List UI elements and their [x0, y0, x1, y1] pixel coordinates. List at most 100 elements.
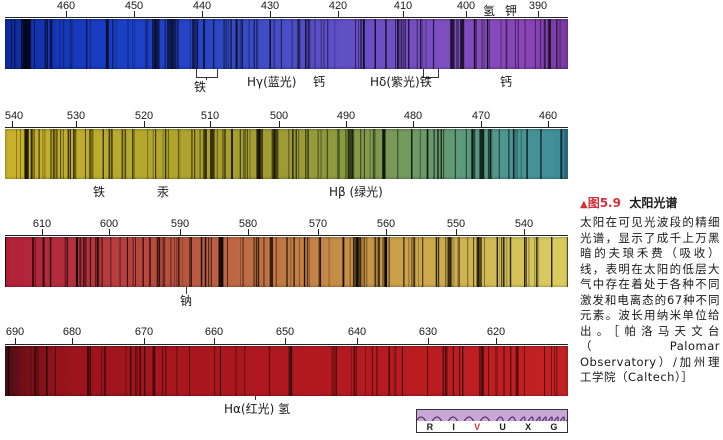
- element-label: Hγ(蓝光): [247, 75, 297, 89]
- absorption-line: [353, 237, 355, 287]
- absorption-line: [445, 237, 447, 287]
- element-label-top: 钾: [505, 4, 518, 18]
- absorption-line: [554, 346, 555, 396]
- rivuxg-letter: I: [452, 421, 455, 432]
- absorption-line: [167, 129, 169, 179]
- absorption-line: [537, 237, 539, 287]
- absorption-line: [280, 19, 282, 69]
- absorption-line: [291, 19, 293, 69]
- absorption-line: [397, 19, 399, 69]
- absorption-line: [223, 19, 225, 69]
- absorption-line: [350, 346, 352, 396]
- element-label: 钙: [313, 75, 326, 89]
- absorption-line: [222, 237, 224, 287]
- absorption-line: [365, 346, 366, 396]
- absorption-line: [286, 237, 288, 287]
- absorption-line: [55, 129, 57, 179]
- rivuxg-letter: U: [499, 421, 506, 432]
- absorption-line: [275, 237, 277, 287]
- figure-number: 图5.9: [587, 196, 621, 210]
- absorption-line: [364, 237, 366, 287]
- absorption-line: [453, 346, 454, 396]
- absorption-line: [517, 129, 518, 179]
- tick-label: 620: [486, 326, 506, 338]
- absorption-line: [23, 19, 25, 69]
- absorption-line: [240, 237, 241, 287]
- absorption-line: [7, 346, 10, 396]
- absorption-line: [155, 129, 157, 179]
- absorption-line: [27, 19, 30, 69]
- absorption-line: [293, 237, 295, 287]
- absorption-line: [227, 19, 229, 69]
- spectrum-strip: [5, 346, 568, 396]
- absorption-line: [360, 129, 362, 179]
- spectrum-strip: [5, 129, 568, 179]
- absorption-line: [290, 346, 293, 396]
- absorption-line: [524, 19, 526, 69]
- absorption-line: [483, 19, 485, 69]
- absorption-line: [382, 237, 386, 287]
- tick-label: 660: [204, 326, 224, 338]
- absorption-line: [27, 19, 28, 69]
- absorption-line: [388, 237, 390, 287]
- absorption-line: [462, 346, 464, 396]
- absorption-line: [360, 237, 361, 287]
- absorption-line: [386, 237, 387, 287]
- absorption-line: [25, 19, 26, 69]
- absorption-line: [374, 19, 376, 69]
- absorption-line: [352, 129, 354, 179]
- absorption-line: [60, 129, 62, 179]
- absorption-line: [299, 237, 300, 287]
- absorption-line: [488, 129, 490, 179]
- absorption-line: [359, 237, 360, 287]
- absorption-line: [101, 237, 103, 287]
- absorption-line: [253, 237, 255, 287]
- absorption-line: [161, 346, 164, 396]
- absorption-line: [318, 237, 320, 287]
- absorption-line: [243, 129, 245, 179]
- absorption-line: [32, 129, 34, 179]
- absorption-line: [210, 237, 212, 287]
- absorption-line: [563, 129, 565, 179]
- absorption-line: [241, 19, 243, 69]
- absorption-line: [426, 129, 428, 179]
- absorption-line: [26, 19, 28, 69]
- absorption-line: [89, 237, 91, 287]
- absorption-line: [126, 237, 128, 287]
- absorption-line: [156, 237, 158, 287]
- absorption-line: [476, 237, 478, 287]
- tick-label: 500: [269, 110, 289, 122]
- absorption-line: [51, 19, 53, 69]
- absorption-line: [145, 19, 149, 69]
- absorption-line: [455, 129, 457, 179]
- absorption-line: [190, 237, 192, 287]
- absorption-line: [89, 129, 91, 179]
- absorption-line: [203, 129, 205, 179]
- absorption-line: [44, 129, 46, 179]
- absorption-line: [230, 19, 232, 69]
- absorption-line: [342, 237, 345, 287]
- absorption-line: [515, 346, 519, 396]
- absorption-line: [85, 129, 86, 179]
- absorption-line: [490, 129, 493, 179]
- tick-label: 510: [200, 110, 220, 122]
- absorption-line: [200, 237, 203, 287]
- absorption-line: [489, 129, 491, 179]
- absorption-line: [437, 237, 440, 287]
- absorption-line: [22, 19, 26, 69]
- tick-label: 670: [134, 326, 154, 338]
- absorption-line: [154, 346, 156, 396]
- absorption-line: [167, 19, 171, 69]
- absorption-line: [328, 237, 330, 287]
- absorption-line: [11, 19, 12, 69]
- tick-label: 490: [336, 110, 356, 122]
- absorption-line: [539, 19, 542, 69]
- absorption-line: [524, 237, 526, 287]
- absorption-line: [204, 19, 205, 69]
- absorption-line: [363, 129, 365, 179]
- absorption-line: [189, 237, 191, 287]
- absorption-line: [559, 19, 561, 69]
- element-label: Hβ (绿光): [329, 185, 383, 199]
- absorption-line: [176, 346, 178, 396]
- absorption-line: [143, 237, 144, 287]
